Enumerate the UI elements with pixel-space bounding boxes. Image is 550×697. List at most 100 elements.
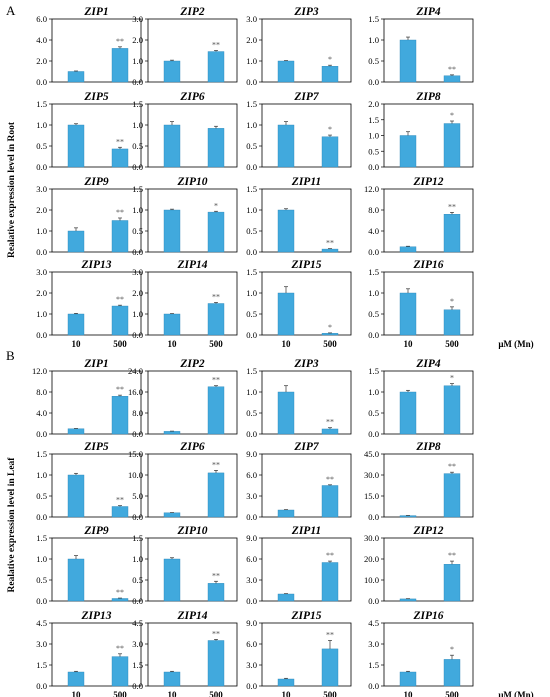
y-tick-label: 6.0 — [246, 470, 257, 480]
significance-mark: * — [214, 201, 218, 210]
significance-mark: ** — [212, 376, 220, 385]
y-tick-label: 1.0 — [368, 35, 379, 45]
y-tick-label: 1.5 — [36, 660, 47, 670]
x-category-label: 10 — [168, 690, 178, 697]
bar-10 — [163, 313, 181, 336]
subplot-zip2: ZIP2 0.0 8.0 16.0 24.0 ** — [128, 358, 238, 439]
significance-mark: ** — [448, 462, 456, 471]
significance-mark: * — [328, 55, 332, 64]
bar-10 — [277, 678, 295, 687]
y-tick-label: 0.0 — [246, 330, 257, 340]
subplot-title: ZIP3 — [293, 358, 319, 370]
subplot-title: ZIP14 — [176, 610, 207, 622]
bar-10 — [67, 671, 85, 687]
subplot-zip5: ZIP5 0.0 0.5 1.0 1.5 ** — [36, 91, 142, 172]
subplot-title: ZIP13 — [80, 610, 111, 622]
y-tick-label: 0.5 — [246, 408, 257, 418]
subplot-zip10: ZIP10 0.0 0.5 1.0 1.5 * — [132, 176, 238, 257]
y-tick-label: 0.0 — [368, 247, 379, 257]
y-tick-label: 1.0 — [36, 120, 47, 130]
plot-frame — [383, 537, 474, 602]
y-tick-label: 0.0 — [368, 77, 379, 87]
y-tick-label: 24.0 — [128, 366, 143, 376]
y-tick-label: 0.0 — [246, 681, 257, 691]
y-tick-label: 9.0 — [246, 618, 257, 628]
y-tick-label: 1.5 — [368, 14, 379, 24]
panel-letter: A — [6, 3, 16, 18]
bar-10 — [67, 313, 85, 336]
y-tick-label: 1.0 — [132, 309, 143, 319]
plot-frame — [147, 188, 238, 253]
plot-frame — [51, 622, 142, 687]
subplot-zip12: ZIP12 0.0 10.0 20.0 30.0 ** — [364, 525, 474, 606]
y-tick-label: 0.0 — [36, 77, 47, 87]
y-tick-label: 0.0 — [36, 512, 47, 522]
subplot-zip15: ZIP15 0.0 3.0 6.0 9.0 ** 10 500 — [246, 610, 352, 697]
x-category-label: 500 — [113, 690, 127, 697]
bar-500 — [321, 648, 339, 687]
y-tick-label: 1.5 — [368, 660, 379, 670]
y-tick-label: 3.0 — [246, 660, 257, 670]
bar-10 — [163, 124, 181, 168]
bar-10 — [399, 292, 417, 336]
bar-500 — [207, 583, 225, 602]
y-tick-label: 2.0 — [36, 56, 47, 66]
significance-mark: ** — [116, 588, 124, 597]
x-category-label: 500 — [113, 339, 127, 349]
subplot-zip6: ZIP6 0.0 0.5 1.0 1.5 — [132, 91, 238, 172]
subplot-title: ZIP12 — [412, 176, 443, 188]
significance-mark: ** — [212, 629, 220, 638]
subplot-zip7: ZIP7 0.0 0.5 1.0 1.5 * — [246, 91, 352, 172]
y-tick-label: 1.0 — [36, 226, 47, 236]
subplot-title: ZIP9 — [83, 525, 109, 537]
y-tick-label: 45.0 — [364, 449, 379, 459]
y-tick-label: 0.5 — [132, 141, 143, 151]
bar-500 — [443, 309, 461, 336]
significance-mark: ** — [212, 41, 220, 50]
y-tick-label: 6.0 — [246, 554, 257, 564]
subplot-title: ZIP5 — [83, 91, 109, 103]
bar-500 — [111, 148, 129, 168]
plot-frame — [51, 453, 142, 518]
y-tick-label: 1.0 — [368, 131, 379, 141]
y-tick-label: 2.0 — [36, 205, 47, 215]
significance-mark: ** — [326, 418, 334, 427]
plot-frame — [261, 18, 352, 83]
y-tick-label: 1.5 — [132, 533, 143, 543]
significance-mark: ** — [448, 65, 456, 74]
bar-10 — [399, 135, 417, 168]
bar-10 — [399, 598, 417, 602]
x-category-label: 10 — [404, 690, 414, 697]
subplot-title: ZIP4 — [415, 6, 441, 18]
y-tick-label: 1.5 — [132, 99, 143, 109]
y-tick-label: 0.5 — [368, 408, 379, 418]
y-tick-label: 1.5 — [132, 660, 143, 670]
plot-frame — [383, 453, 474, 518]
y-tick-label: 2.0 — [368, 99, 379, 109]
x-category-label: 500 — [445, 690, 459, 697]
x-category-label: 10 — [404, 339, 414, 349]
y-tick-label: 0.0 — [36, 162, 47, 172]
plot-frame — [261, 370, 352, 435]
y-tick-label: 1.0 — [132, 120, 143, 130]
subplot-zip14: ZIP14 0.0 1.0 2.0 3.0 ** 10 500 — [132, 259, 238, 349]
plot-frame — [147, 103, 238, 168]
bar-10 — [399, 391, 417, 435]
y-tick-label: 1.0 — [368, 387, 379, 397]
y-tick-label: 1.0 — [246, 56, 257, 66]
y-tick-label: 1.0 — [132, 205, 143, 215]
plot-frame — [51, 188, 142, 253]
bar-500 — [207, 211, 225, 253]
y-tick-label: 3.0 — [132, 639, 143, 649]
bar-10 — [277, 292, 295, 336]
y-tick-label: 0.0 — [36, 596, 47, 606]
y-tick-label: 0.0 — [36, 429, 47, 439]
y-tick-label: 0.5 — [246, 141, 257, 151]
bar-10 — [163, 558, 181, 602]
y-tick-label: 1.5 — [36, 99, 47, 109]
subplot-zip9: ZIP9 0.0 0.5 1.0 1.5 ** — [36, 525, 142, 606]
subplot-zip9: ZIP9 0.0 1.0 2.0 3.0 ** — [36, 176, 142, 257]
y-tick-label: 1.5 — [132, 184, 143, 194]
